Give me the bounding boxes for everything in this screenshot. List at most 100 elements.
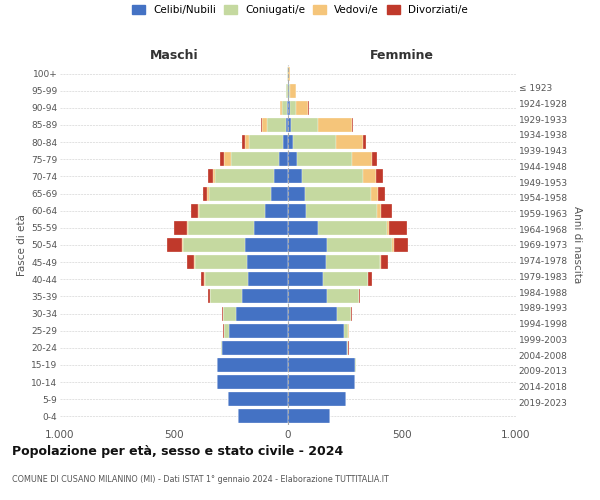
Bar	[352, 118, 353, 132]
Bar	[245, 238, 288, 252]
Bar	[221, 306, 223, 320]
Bar	[271, 186, 288, 200]
Text: Femmine: Femmine	[370, 48, 434, 62]
Bar	[229, 324, 288, 338]
Bar	[254, 221, 288, 235]
Bar	[207, 186, 209, 200]
Bar	[223, 306, 236, 320]
Bar	[223, 324, 224, 338]
Bar	[326, 255, 380, 269]
Bar	[305, 186, 371, 200]
Bar	[260, 118, 262, 132]
Bar	[224, 152, 231, 166]
Bar	[297, 152, 352, 166]
Bar	[394, 238, 409, 252]
Bar	[376, 170, 383, 183]
Bar	[302, 170, 363, 183]
Bar	[347, 341, 349, 355]
Bar	[288, 186, 305, 200]
Bar	[288, 204, 306, 218]
Bar	[249, 135, 283, 149]
Bar	[187, 221, 188, 235]
Bar	[289, 84, 290, 98]
Bar	[288, 290, 327, 304]
Bar	[288, 358, 355, 372]
Bar	[248, 272, 288, 286]
Bar	[323, 272, 368, 286]
Bar	[371, 186, 378, 200]
Text: COMUNE DI CUSANO MILANINO (MI) - Dati ISTAT 1° gennaio 2024 - Elaborazione TUTTI: COMUNE DI CUSANO MILANINO (MI) - Dati IS…	[12, 475, 389, 484]
Bar	[289, 66, 290, 80]
Bar	[359, 290, 360, 304]
Bar	[221, 341, 222, 355]
Bar	[288, 118, 291, 132]
Bar	[288, 101, 290, 115]
Bar	[368, 272, 372, 286]
Bar	[213, 170, 215, 183]
Bar	[337, 306, 350, 320]
Bar	[288, 341, 347, 355]
Bar	[238, 410, 288, 424]
Bar	[377, 204, 382, 218]
Bar	[327, 238, 392, 252]
Bar	[288, 375, 355, 389]
Bar	[199, 204, 265, 218]
Bar	[288, 272, 323, 286]
Bar	[215, 170, 274, 183]
Bar	[283, 101, 287, 115]
Bar	[293, 135, 336, 149]
Bar	[382, 204, 392, 218]
Bar	[288, 255, 326, 269]
Bar	[224, 324, 229, 338]
Bar	[220, 152, 224, 166]
Bar	[227, 392, 288, 406]
Bar	[363, 135, 365, 149]
Bar	[211, 290, 242, 304]
Bar	[288, 238, 327, 252]
Bar	[198, 204, 199, 218]
Bar	[363, 170, 376, 183]
Text: Popolazione per età, sesso e stato civile - 2024: Popolazione per età, sesso e stato civil…	[12, 445, 343, 458]
Bar	[262, 118, 268, 132]
Bar	[242, 290, 288, 304]
Bar	[283, 135, 288, 149]
Text: Maschi: Maschi	[149, 48, 199, 62]
Bar	[373, 152, 377, 166]
Bar	[287, 101, 288, 115]
Bar	[279, 152, 288, 166]
Y-axis label: Fasce di età: Fasce di età	[17, 214, 27, 276]
Bar	[389, 221, 407, 235]
Bar	[183, 238, 245, 252]
Bar	[288, 84, 289, 98]
Bar	[387, 221, 389, 235]
Bar	[231, 152, 279, 166]
Bar	[296, 101, 308, 115]
Bar	[174, 221, 187, 235]
Bar	[265, 204, 288, 218]
Bar	[247, 255, 288, 269]
Bar	[188, 221, 254, 235]
Bar	[201, 272, 205, 286]
Bar	[344, 324, 349, 338]
Bar	[336, 135, 363, 149]
Bar	[217, 375, 288, 389]
Bar	[290, 84, 296, 98]
Bar	[288, 392, 346, 406]
Bar	[208, 290, 210, 304]
Y-axis label: Anni di nascita: Anni di nascita	[572, 206, 582, 284]
Bar	[380, 255, 382, 269]
Bar	[194, 255, 247, 269]
Bar	[236, 306, 288, 320]
Bar	[378, 186, 385, 200]
Bar	[327, 290, 359, 304]
Bar	[291, 118, 318, 132]
Bar	[392, 238, 394, 252]
Bar	[318, 118, 352, 132]
Bar	[288, 170, 302, 183]
Bar	[382, 255, 388, 269]
Bar	[222, 341, 288, 355]
Bar	[286, 118, 288, 132]
Bar	[288, 324, 344, 338]
Bar	[306, 204, 377, 218]
Bar	[268, 118, 286, 132]
